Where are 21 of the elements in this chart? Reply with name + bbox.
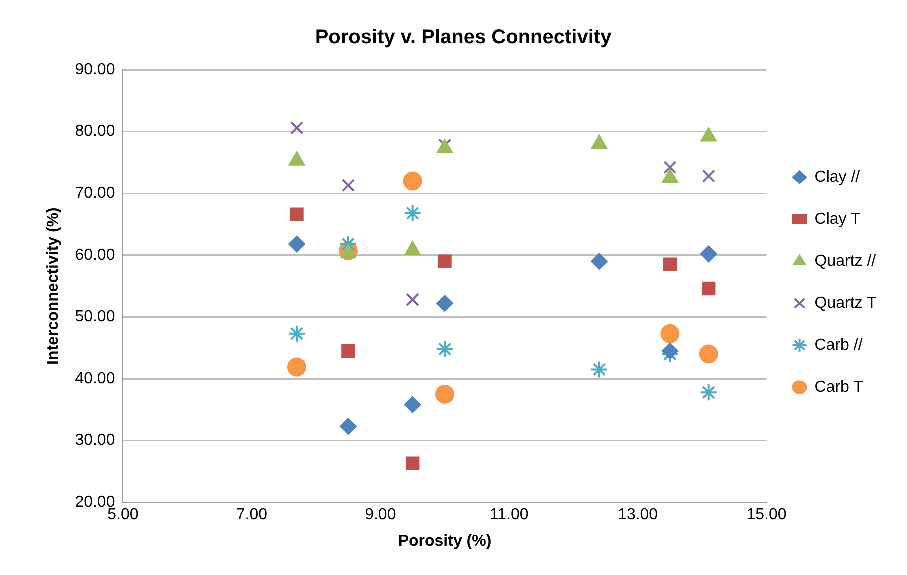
y-tick-label: 70.00 — [75, 185, 116, 202]
x-tick-label: 11.00 — [490, 506, 529, 524]
y-axis-title: Interconnectivity (%) — [45, 208, 62, 365]
y-tick-label: 30.00 — [75, 432, 116, 450]
x-axis-title: Porosity (%) — [398, 532, 492, 550]
y-tick-label: 60.00 — [75, 246, 116, 264]
x-tick-label: 15.00 — [746, 506, 787, 524]
y-tick-label: 80.00 — [75, 123, 116, 140]
y-tick-label: 50.00 — [75, 308, 116, 326]
legend-label: Quartz // — [814, 252, 877, 270]
x-tick-label: 7.00 — [236, 506, 268, 524]
chart-title: Porosity v. Planes Connectivity — [315, 26, 613, 49]
x-tick-label: 13.00 — [618, 506, 658, 524]
legend-label: Clay // — [814, 168, 861, 186]
x-tick-label: 9.00 — [365, 506, 396, 524]
y-tick-label: 40.00 — [75, 370, 116, 388]
y-tick-label: 90.00 — [75, 61, 116, 78]
legend-label: Clay T — [814, 210, 861, 228]
legend-label: Carb T — [814, 378, 864, 396]
legend-label: Quartz T — [814, 294, 877, 312]
legend-label: Carb // — [814, 336, 864, 354]
